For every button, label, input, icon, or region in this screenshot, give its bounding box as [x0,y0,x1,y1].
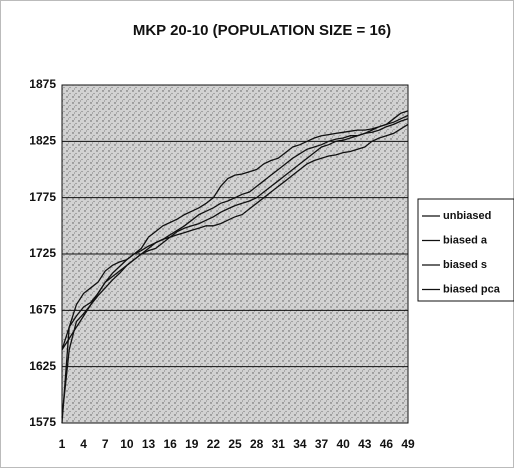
x-tick-label: 22 [207,437,221,451]
series-line [61,110,409,350]
y-tick-label: 1625 [29,359,56,373]
y-tick-label: 1825 [29,134,56,148]
legend-label: biased pca [443,283,501,295]
legend-label: biased s [443,259,487,271]
x-tick-label: 4 [80,437,87,451]
y-tick-label: 1775 [29,190,56,204]
x-tick-label: 43 [358,437,372,451]
x-tick-label: 31 [272,437,286,451]
x-tick-label: 13 [142,437,156,451]
legend-label: unbiased [443,210,491,222]
x-tick-label: 49 [401,437,415,451]
x-tick-label: 7 [102,437,109,451]
series-line [61,123,409,351]
x-tick-label: 37 [315,437,329,451]
y-tick-label: 1675 [29,303,56,317]
x-tick-label: 19 [185,437,199,451]
chart-title: MKP 20-10 (POPULATION SIZE = 16) [133,22,391,39]
x-tick-label: 34 [293,437,307,451]
x-tick-label: 10 [120,437,134,451]
x-tick-label: 16 [163,437,177,451]
x-tick-label: 25 [228,437,242,451]
series-line [61,118,409,418]
x-tick-label: 1 [59,437,66,451]
series-line [61,114,409,424]
y-tick-label: 1875 [29,77,56,91]
x-tick-label: 40 [336,437,350,451]
legend-label: biased a [443,234,488,246]
x-tick-label: 28 [250,437,264,451]
x-tick-label: 46 [380,437,394,451]
y-tick-label: 1725 [29,246,56,260]
y-tick-label: 1575 [29,415,56,429]
